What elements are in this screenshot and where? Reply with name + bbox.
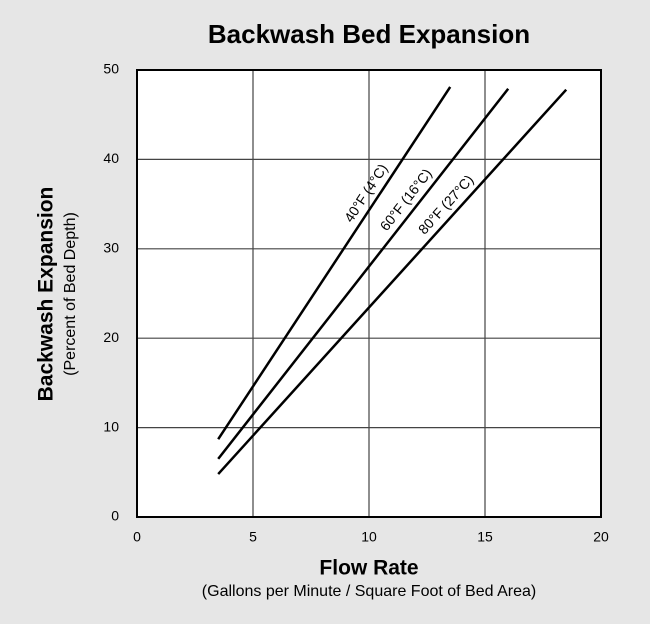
plot-border [136,69,602,518]
y-tick-label: 30 [103,240,119,256]
series-line [217,88,568,475]
x-tick-label: 10 [361,529,377,545]
y-tick-label: 40 [103,150,119,166]
y-tick-label: 0 [111,508,119,524]
x-axis-sublabel: (Gallons per Minute / Square Foot of Bed… [202,583,536,600]
chart-title: Backwash Bed Expansion [208,19,530,49]
y-tick-label: 10 [103,418,119,434]
y-tick-label: 20 [103,329,119,345]
x-tick-label: 5 [249,529,257,545]
series-line [217,88,510,460]
x-tick-label: 0 [133,529,141,545]
x-tick-label: 15 [477,529,493,545]
y-axis-label: Backwash Expansion [35,187,58,402]
y-axis-sublabel: (Percent of Bed Depth) [62,212,79,376]
y-tick-label: 50 [103,61,119,77]
x-tick-label: 20 [593,529,609,545]
series-line [217,86,452,440]
x-axis-label: Flow Rate [319,557,418,580]
